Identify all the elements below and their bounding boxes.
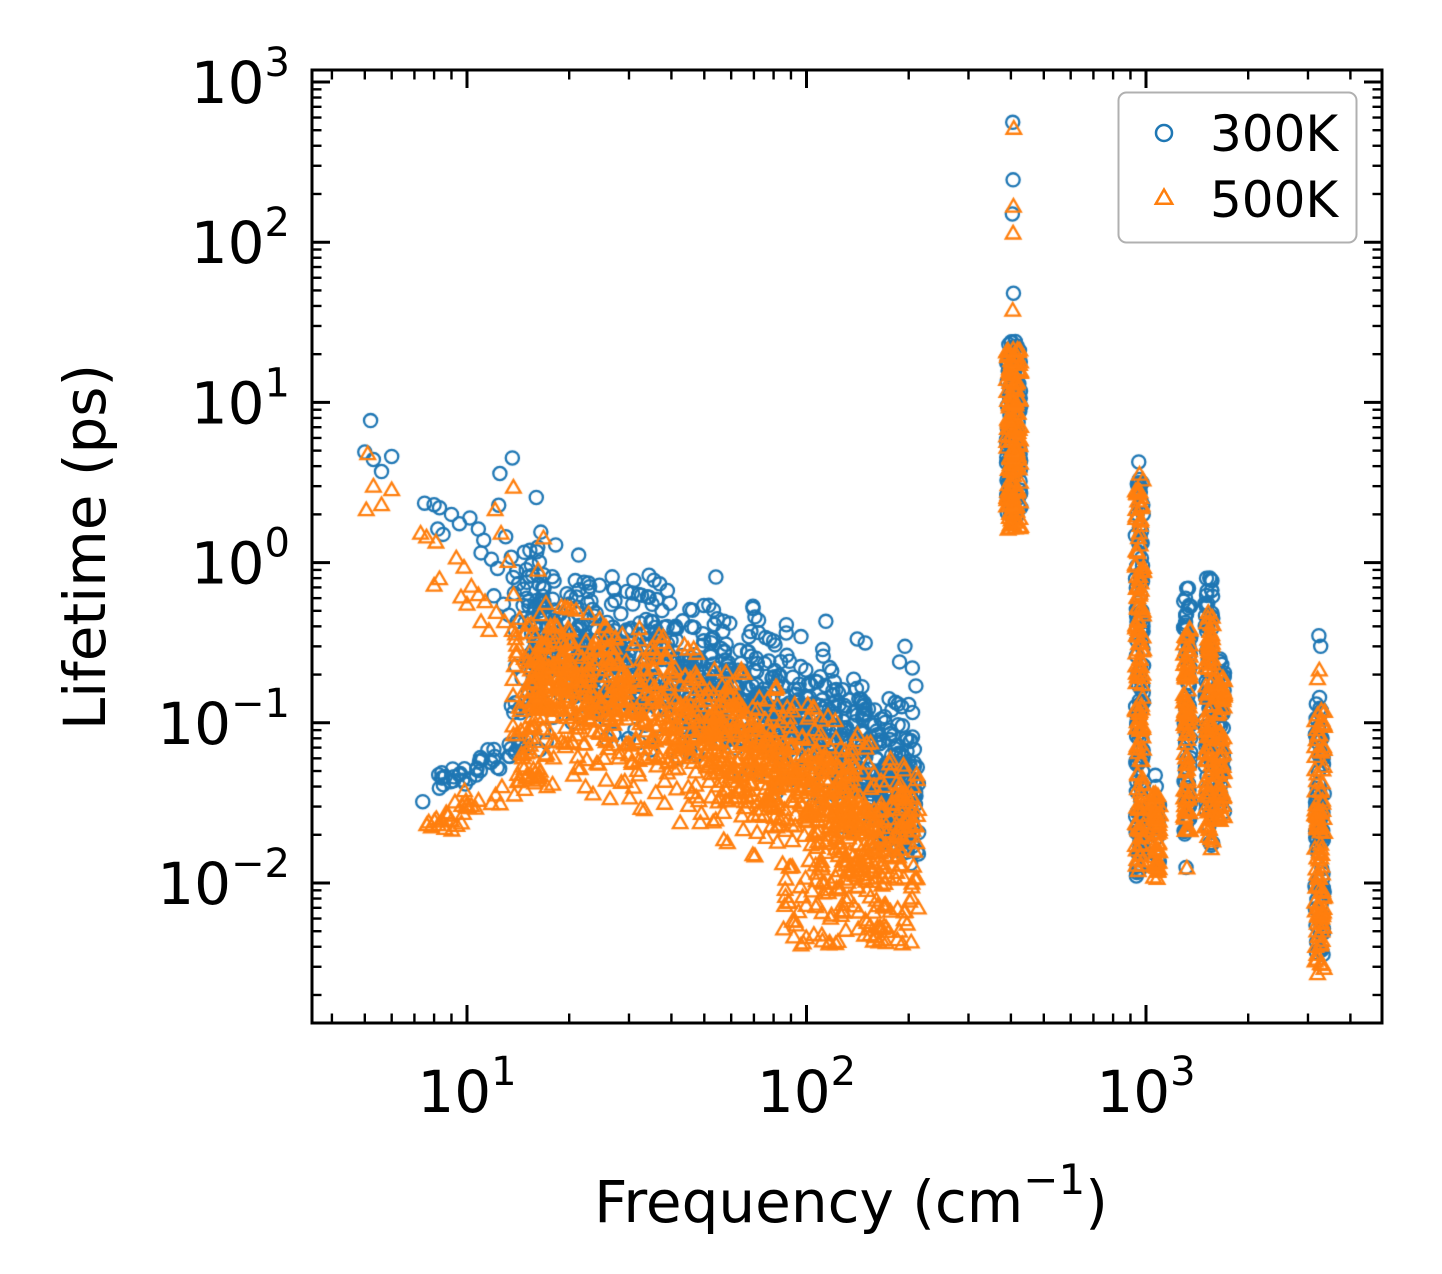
legend-label-300k: 300K bbox=[1210, 105, 1339, 163]
tick-marks bbox=[312, 70, 1382, 1023]
tick-label: 100 bbox=[191, 521, 290, 598]
tick-label: 10−1 bbox=[157, 681, 290, 758]
legend: 300K 500K bbox=[1117, 91, 1358, 244]
y-tick-labels: 103 102 101 100 10−1 10−2 bbox=[157, 40, 290, 918]
x-tick-labels: 101 102 103 bbox=[417, 1049, 1195, 1126]
legend-box bbox=[1117, 91, 1358, 244]
legend-label-500k: 500K bbox=[1210, 171, 1339, 229]
x-axis-label: Frequency (cm−1) bbox=[594, 1155, 1108, 1236]
tick-label: 101 bbox=[417, 1049, 516, 1126]
tick-label: 102 bbox=[191, 200, 290, 277]
tick-label: 103 bbox=[1096, 1049, 1195, 1126]
tick-label: 10−2 bbox=[157, 841, 290, 918]
plot-frame bbox=[310, 68, 1384, 1025]
tick-label: 103 bbox=[191, 40, 290, 117]
tick-label: 102 bbox=[757, 1049, 856, 1126]
y-axis-label: Lifetime (ps) bbox=[51, 364, 119, 730]
legend-marker-triangle-icon bbox=[1153, 186, 1175, 205]
tick-label: 101 bbox=[191, 360, 290, 437]
legend-marker-circle-icon bbox=[1154, 123, 1174, 143]
